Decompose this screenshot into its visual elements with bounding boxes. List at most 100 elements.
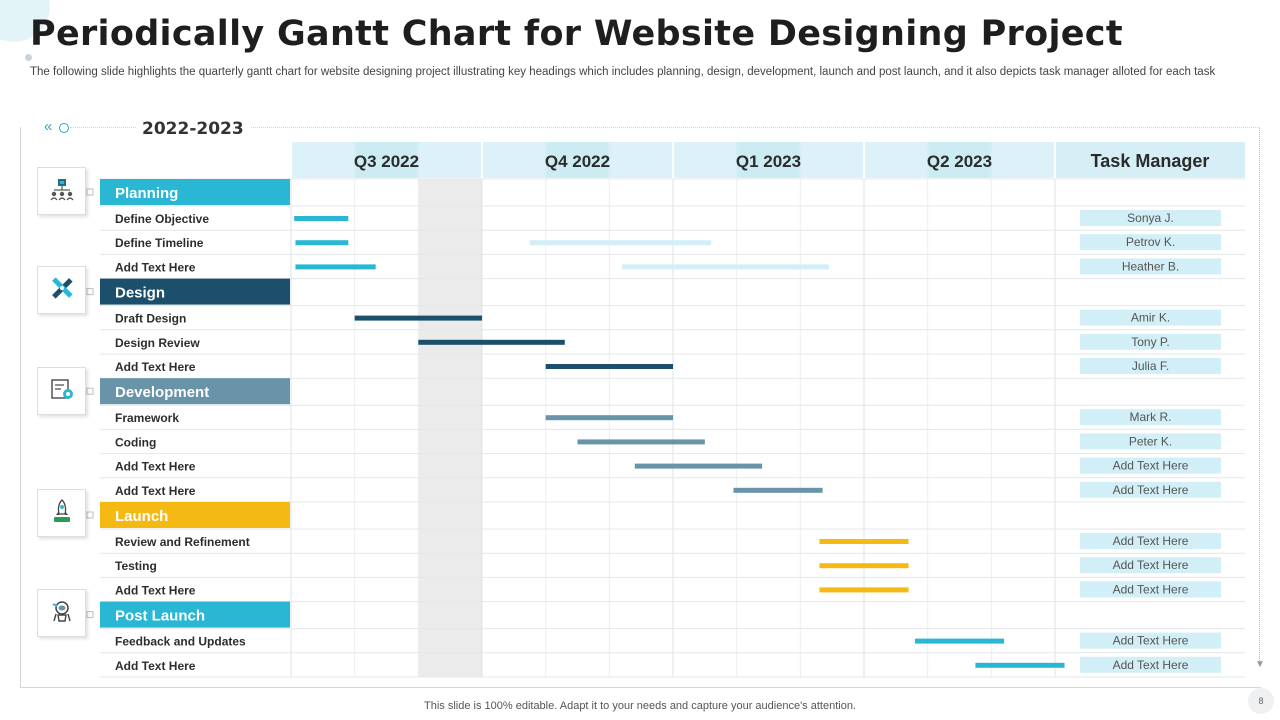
gantt-bar <box>294 216 349 221</box>
task-label: Define Objective <box>115 212 209 226</box>
task-manager-name: Tony P. <box>1131 335 1169 349</box>
task-label: Add Text Here <box>115 484 196 498</box>
phase-row: Design <box>86 278 290 305</box>
phase-icon-box <box>37 266 86 314</box>
page-number: 8 <box>1248 688 1274 714</box>
header-month-cell <box>928 142 991 178</box>
header-month-cell <box>419 142 481 178</box>
task-manager-name: Add Text Here <box>1113 459 1189 473</box>
header-month-cell <box>483 142 545 178</box>
phase-row: Planning <box>86 179 290 205</box>
chart-frame-top-line <box>70 127 1260 128</box>
gantt-bar <box>418 339 565 345</box>
task-row: Add Text Here Add Text Here <box>115 656 1221 673</box>
task-manager-name: Add Text Here <box>1113 582 1189 596</box>
gantt-bar <box>914 638 1005 644</box>
gantt-bar <box>819 563 909 569</box>
task-label: Review and Refinement <box>115 535 250 549</box>
task-row: Add Text Here Add Text Here <box>115 581 1221 598</box>
phase-icon-box <box>37 167 86 215</box>
task-manager-badge <box>1080 433 1221 450</box>
phase-row: Post Launch <box>86 601 290 628</box>
gantt-bar <box>295 240 349 246</box>
header-month-cell <box>992 142 1054 178</box>
quarter-label: Q3 2022 <box>354 152 419 171</box>
hierarchy-icon <box>49 176 75 207</box>
quarter-label: Q4 2022 <box>545 152 610 171</box>
task-label: Design Review <box>115 336 200 350</box>
grid <box>100 178 1245 678</box>
timeline-right-line <box>1259 128 1260 663</box>
header-month-cell <box>865 142 927 178</box>
gantt-bar <box>545 364 673 369</box>
gantt-bar <box>295 264 376 270</box>
gantt-bar <box>577 439 705 445</box>
task-manager-name: Peter K. <box>1129 434 1172 448</box>
header-month-cell <box>546 142 609 178</box>
phase-label: Post Launch <box>115 608 205 625</box>
phase-connector-icon <box>86 387 94 395</box>
task-manager-badge <box>1080 358 1221 374</box>
task-manager-name: Add Text Here <box>1113 658 1189 672</box>
header-month-cell <box>610 142 672 178</box>
task-manager-badge <box>1080 457 1221 474</box>
task-manager-badge <box>1080 234 1221 251</box>
double-chevron-left-icon: « <box>44 118 53 135</box>
task-manager-name: Add Text Here <box>1113 634 1189 648</box>
phase-label-bg <box>100 378 290 405</box>
task-label: Add Text Here <box>115 659 196 673</box>
gantt-bar <box>354 315 482 321</box>
task-manager-badge <box>1080 656 1221 673</box>
gantt-bar <box>529 240 712 246</box>
header-month-cell <box>355 142 418 178</box>
task-label: Add Text Here <box>115 583 196 597</box>
gantt-bar <box>819 587 909 593</box>
task-row: Define Timeline Petrov K. <box>115 234 1221 251</box>
task-label: Framework <box>115 411 179 425</box>
phase-connector-icon <box>86 188 94 196</box>
decorative-dot <box>25 54 32 61</box>
phase-label: Design <box>115 285 165 302</box>
timeline-header: Q3 2022 Q4 2022 Q1 2023 Q2 2023 Task Manager <box>290 142 1245 178</box>
header-month-cell <box>292 142 354 178</box>
phase-label: Development <box>115 384 209 401</box>
task-manager-name: Amir K. <box>1131 311 1170 325</box>
task-label: Coding <box>115 435 156 449</box>
phase-row: Development <box>86 378 290 405</box>
development-icon <box>49 376 75 407</box>
task-manager-badge <box>1080 210 1221 226</box>
phase-row: Launch <box>86 502 290 528</box>
header-month-cell <box>801 142 863 178</box>
gantt-bar <box>819 539 909 544</box>
task-row: Design Review Tony P. <box>115 333 1221 350</box>
task-manager-name: Add Text Here <box>1113 558 1189 572</box>
task-manager-badge <box>1080 481 1221 498</box>
pencil-ruler-icon <box>49 275 75 306</box>
gantt-bar <box>622 264 829 270</box>
task-manager-badge <box>1080 632 1221 649</box>
task-row: Coding Peter K. <box>115 433 1221 450</box>
phase-label-bg <box>100 179 290 205</box>
highlight-band <box>418 179 482 677</box>
phase-label: Planning <box>115 185 178 202</box>
task-manager-name: Julia F. <box>1132 359 1169 373</box>
phase-label-bg <box>100 601 290 628</box>
task-manager-name: Heather B. <box>1122 259 1179 273</box>
phase-icon-box <box>37 589 86 637</box>
task-row: Add Text Here Heather B. <box>115 258 1221 275</box>
task-row: Draft Design Amir K. <box>115 309 1221 326</box>
task-manager-badge <box>1080 581 1221 598</box>
gantt-bar <box>733 487 823 493</box>
chart-frame <box>20 127 1261 688</box>
task-manager-name: Sonya J. <box>1127 211 1174 225</box>
task-manager-badge <box>1080 333 1221 350</box>
task-row: Add Text Here Add Text Here <box>115 481 1221 498</box>
phase-icon-box <box>37 367 86 415</box>
task-manager-badge <box>1080 409 1221 426</box>
task-manager-name: Petrov K. <box>1126 235 1175 249</box>
rocket-icon <box>49 498 75 529</box>
task-label: Add Text Here <box>115 260 196 274</box>
task-label: Draft Design <box>115 312 186 326</box>
task-row: Add Text Here Julia F. <box>115 358 1221 374</box>
